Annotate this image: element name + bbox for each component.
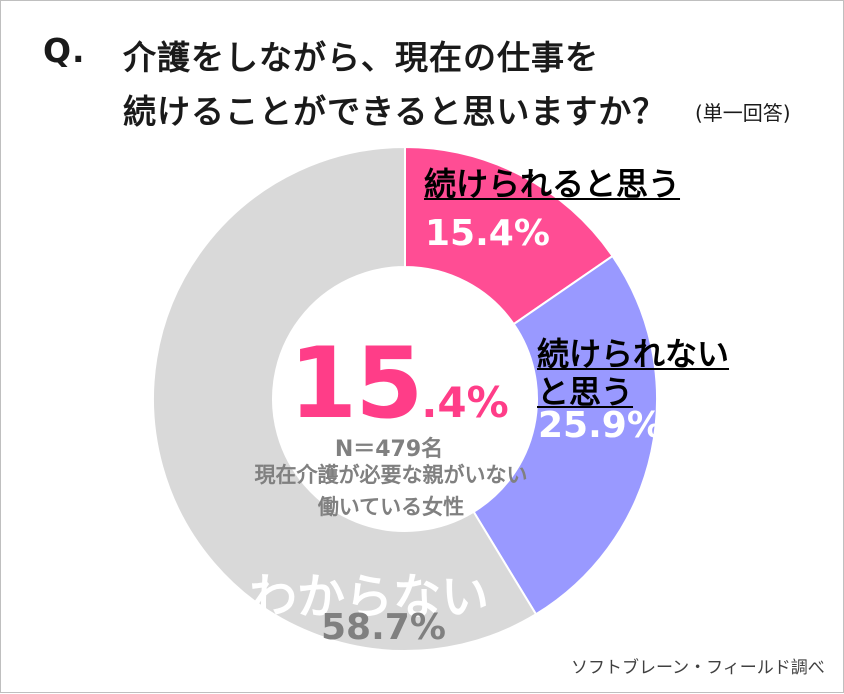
sample-size: N＝479名: [334, 437, 444, 462]
center-percentage: 15.4%: [289, 327, 509, 441]
slice-continue: [404, 145, 614, 326]
answer-type-note: (単一回答): [695, 101, 791, 125]
question-line-1: 介護をしながら、現在の仕事を: [123, 38, 599, 77]
slice-unknown: [152, 145, 538, 652]
respondent-description-line-2: 働いている女性: [317, 495, 465, 519]
slice-cannot-continue: [472, 254, 658, 616]
slice-value-unknown: 58.7%: [321, 607, 446, 648]
slice-value-continue: 15.4%: [425, 213, 550, 254]
source-credit: ソフトブレーン・フィールド調べ: [571, 658, 825, 678]
question-line-2: 続けることができると思いますか？: [123, 92, 667, 131]
slice-label-cannot-line-2: と思う: [537, 373, 634, 411]
center-percentage-decimal: .4%: [421, 378, 509, 427]
slice-value-cannot: 25.9%: [538, 405, 663, 446]
center-percentage-integer: 15: [289, 327, 423, 441]
slice-label-unknown: わからない: [249, 569, 490, 625]
slice-label-cannot-line-1: 続けられない: [537, 335, 730, 373]
slice-label-continue: 続けられると思う: [424, 165, 681, 203]
respondent-description-line-1: 現在介護が必要な親がいない: [254, 463, 528, 487]
question-prefix: Q.: [43, 31, 86, 70]
